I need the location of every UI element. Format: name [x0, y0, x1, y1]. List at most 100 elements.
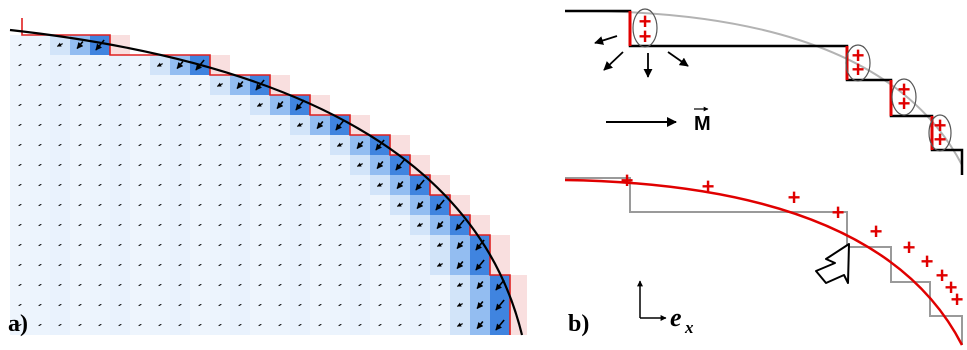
moment-arrow: [178, 303, 182, 307]
moment-arrow: [358, 203, 362, 207]
moment-arrow: [156, 62, 163, 67]
moment-arrow: [456, 282, 463, 287]
moment-arrow: [378, 203, 382, 207]
moment-arrow: [358, 183, 362, 187]
moment-arrow: [358, 223, 362, 227]
moment-arrow: [318, 223, 322, 227]
moment-arrow: [456, 322, 463, 327]
moment-arrow: [398, 303, 402, 307]
moment-arrow: [318, 243, 322, 247]
moment-arrow: [476, 281, 484, 289]
moment-arrow: [438, 323, 442, 327]
charge-plus: +: [898, 91, 911, 116]
moment-arrow: [218, 223, 222, 227]
moment-arrow: [218, 123, 222, 127]
moment-arrow: [278, 323, 282, 327]
charge-plus: +: [934, 127, 947, 152]
moment-arrow: [356, 141, 364, 149]
moment-arrow: [18, 43, 22, 47]
moment-arrow: [158, 263, 162, 267]
moment-arrow: [238, 263, 242, 267]
stepped-boundary-gray: [565, 177, 963, 345]
moment-arrow: [258, 243, 262, 247]
moment-arrow: [95, 39, 105, 51]
moment-arrow: [258, 143, 262, 147]
panel-b-label: b): [568, 311, 589, 337]
moment-arrow: [158, 283, 162, 287]
moment-arrow: [198, 183, 202, 187]
moment-arrow: [455, 219, 465, 231]
moment-arrow: [78, 303, 82, 307]
moment-arrow: [38, 203, 42, 207]
moment-arrow: [198, 103, 202, 107]
moment-arrow: [118, 223, 122, 227]
moment-arrow: [98, 243, 102, 247]
moment-arrow: [435, 199, 445, 211]
moment-arrow: [78, 103, 82, 107]
moment-arrow: [138, 163, 142, 167]
boundary-cell: [450, 195, 470, 215]
moment-arrow: [78, 83, 82, 87]
moment-arrow: [98, 303, 102, 307]
moment-arrow: [78, 63, 82, 67]
moment-arrow: [416, 222, 423, 227]
magnetization-label: M: [694, 113, 711, 135]
moment-arrow: [118, 183, 122, 187]
moment-arrow: [278, 243, 282, 247]
moment-arrow: [278, 123, 282, 127]
moment-arrow: [318, 163, 322, 167]
moment-arrow: [78, 123, 82, 127]
hollow-field-arrow-icon: [815, 243, 850, 284]
moment-arrow: [298, 203, 302, 207]
moment-arrow: [415, 179, 425, 191]
moment-arrow: [38, 123, 42, 127]
moment-arrow: [298, 143, 302, 147]
moment-arrow: [78, 183, 82, 187]
moment-arrow: [358, 303, 362, 307]
moment-arrow: [378, 263, 382, 267]
charge-plus: +: [936, 263, 949, 288]
boundary-cell: [490, 255, 510, 275]
moment-arrow: [138, 183, 142, 187]
moment-arrow: [138, 63, 142, 67]
moment-arrow: [218, 283, 222, 287]
moment-arrow: [338, 283, 342, 287]
moment-arrow: [138, 283, 142, 287]
moment-arrow: [78, 143, 82, 147]
charge-ellipse-3: + +: [891, 77, 917, 116]
moment-arrow: [255, 79, 265, 91]
moment-arrow: [298, 183, 302, 187]
moment-arrow: [158, 163, 162, 167]
moment-arrow: [158, 203, 162, 207]
moment-arrow: [118, 143, 122, 147]
moment-arrow: [318, 323, 322, 327]
moment-arrow: [58, 183, 62, 187]
moment-arrow: [18, 63, 22, 67]
panel-a-label: a): [8, 311, 28, 337]
moment-arrow: [298, 243, 302, 247]
moment-arrow: [418, 283, 422, 287]
moment-arrow: [98, 163, 102, 167]
moment-arrow: [18, 203, 22, 207]
moment-arrow: [238, 143, 242, 147]
moment-arrow: [18, 183, 22, 187]
moment-arrow: [58, 283, 62, 287]
moment-arrow: [138, 143, 142, 147]
moment-arrow: [258, 183, 262, 187]
moment-arrow: [338, 263, 342, 267]
moment-arrow: [278, 283, 282, 287]
moment-arrow: [218, 103, 222, 107]
moment-arrow: [398, 243, 402, 247]
moment-arrow: [158, 223, 162, 227]
moment-arrow: [198, 263, 202, 267]
charge-plus: +: [921, 249, 934, 274]
moment-arrow: [278, 183, 282, 187]
ideal-curve-gray: [564, 9, 963, 166]
boundary-cell: [390, 135, 410, 155]
moment-arrow: [378, 283, 382, 287]
moment-arrow: [78, 323, 82, 327]
moment-arrow: [378, 223, 382, 227]
moment-arrow: [475, 259, 485, 271]
moment-arrow: [378, 243, 382, 247]
moment-arrow: [278, 163, 282, 167]
